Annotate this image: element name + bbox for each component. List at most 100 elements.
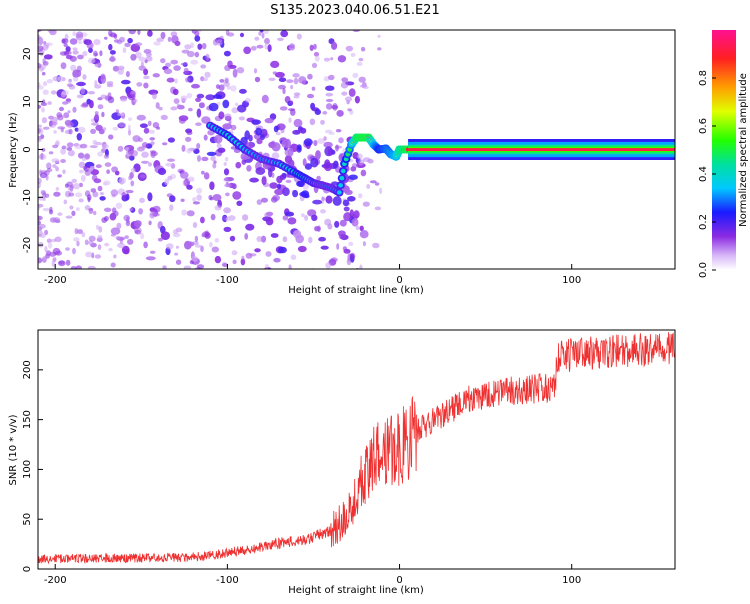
- spectrogram-speckle: [148, 162, 152, 167]
- spectrogram-speckle: [123, 249, 130, 255]
- spectrogram-speckle: [362, 201, 370, 207]
- spectrogram-speckle: [210, 213, 216, 221]
- spectrogram-speckle: [68, 78, 72, 83]
- spectrogram-speckle: [113, 254, 117, 259]
- spectrogram-speckle: [342, 246, 348, 251]
- spectrogram-speckle: [169, 204, 174, 211]
- spectrogram-speckle: [180, 198, 185, 202]
- spectrogram-speckle: [160, 114, 168, 121]
- spectrogram-speckle: [186, 210, 195, 217]
- spectrogram-speckle: [231, 250, 238, 256]
- spectrogram-speckle: [129, 207, 134, 211]
- spectrogram-cell: [197, 43, 203, 50]
- spectrogram-speckle: [116, 222, 122, 230]
- spectrogram-speckle: [265, 251, 272, 257]
- spectrogram-speckle: [358, 57, 364, 62]
- spectrogram-speckle: [210, 155, 216, 161]
- spectrogram-speckle: [38, 215, 43, 221]
- spectrogram-cell: [240, 258, 246, 266]
- spectrogram-speckle: [71, 210, 76, 216]
- spectrogram-speckle: [110, 233, 116, 237]
- spectrogram-speckle: [346, 258, 352, 266]
- spectrogram-speckle: [65, 247, 70, 251]
- spectrogram-speckle: [164, 178, 170, 186]
- spectrogram-speckle: [174, 78, 178, 84]
- spectrogram-cell: [320, 245, 329, 250]
- spectrogram-speckle: [102, 127, 107, 131]
- spectrogram-cell: [289, 275, 297, 282]
- spectrogram-speckle: [192, 197, 197, 202]
- spectrogram-cell: [318, 236, 326, 242]
- spectrogram-speckle: [224, 183, 232, 188]
- spectrogram-speckle: [231, 107, 239, 114]
- spectrogram-speckle: [84, 239, 89, 246]
- spectrogram-speckle: [97, 104, 104, 110]
- spectrogram-x-tick-label: 100: [562, 275, 581, 286]
- snr-x-tick-label: 100: [562, 575, 581, 586]
- spectrogram-speckle: [101, 111, 105, 118]
- spectrogram-speckle: [288, 264, 292, 269]
- spectrogram-speckle: [345, 45, 354, 52]
- spectrogram-cell: [349, 209, 354, 219]
- spectrogram-cell: [351, 218, 359, 227]
- spectrogram-speckle: [320, 209, 326, 214]
- spectrogram-cell: [325, 195, 333, 204]
- spectrogram-speckle: [94, 80, 98, 86]
- spectrogram-speckle: [38, 124, 42, 128]
- spectrogram-speckle: [377, 47, 382, 51]
- spectrogram-speckle: [88, 167, 94, 172]
- spectrogram-speckle: [77, 229, 83, 235]
- spectrogram-cell: [222, 99, 230, 109]
- spectrogram-speckle: [95, 164, 102, 169]
- spectrogram-speckle: [150, 141, 155, 146]
- spectrogram-speckle: [377, 34, 381, 38]
- spectrogram-speckle: [84, 205, 91, 211]
- spectrogram-speckle: [289, 43, 295, 49]
- spectrogram-speckle: [362, 157, 371, 163]
- spectrogram-speckle: [167, 175, 173, 181]
- spectrogram-cell: [98, 128, 105, 135]
- spectrogram-speckle: [311, 62, 318, 68]
- spectrogram-speckle: [186, 92, 193, 99]
- spectrogram-speckle: [190, 59, 199, 65]
- spectrogram-cell: [229, 235, 236, 242]
- spectrogram-speckle: [185, 136, 192, 142]
- spectrogram-speckle: [130, 53, 137, 61]
- spectrogram-cell: [287, 147, 294, 157]
- spectrogram-speckle: [149, 150, 157, 154]
- spectrogram-speckle: [260, 235, 267, 243]
- spectrogram-speckle: [256, 236, 263, 242]
- spectrogram-speckle: [67, 110, 71, 114]
- spectrogram-speckle: [48, 151, 54, 155]
- spectrogram-speckle: [344, 96, 353, 102]
- spectrogram-cell: [324, 146, 333, 157]
- spectrogram-speckle: [290, 85, 294, 90]
- spectrogram-cell: [109, 50, 116, 55]
- spectrogram-cell: [172, 88, 179, 96]
- spectrogram-speckle: [347, 108, 352, 112]
- spectrogram-speckle: [70, 266, 77, 269]
- spectrogram-cell: [217, 147, 226, 153]
- spectrogram-speckle: [211, 246, 219, 253]
- spectrogram-speckle: [65, 215, 73, 219]
- spectrogram-cell: [255, 127, 262, 136]
- spectrogram-cell: [205, 94, 215, 101]
- spectrogram-speckle: [313, 140, 318, 146]
- spectrogram-speckle: [174, 252, 179, 256]
- spectrogram-speckle: [209, 241, 213, 248]
- spectrogram-speckle: [279, 106, 288, 111]
- spectrogram-speckle: [58, 260, 66, 267]
- spectrogram-speckle: [72, 31, 76, 37]
- spectrogram-speckle: [223, 207, 232, 214]
- spectrogram-speckle: [117, 67, 124, 75]
- spectrogram-speckle: [43, 81, 47, 87]
- spectrogram-speckle: [40, 190, 46, 195]
- spectrogram-cell: [261, 176, 267, 186]
- spectrogram-speckle: [78, 161, 86, 168]
- spectrogram-speckle: [76, 94, 84, 99]
- spectrogram-cell: [218, 111, 225, 120]
- spectrogram-cell: [251, 119, 261, 125]
- spectrogram-speckle: [101, 143, 109, 150]
- spectrogram-speckle: [325, 92, 334, 97]
